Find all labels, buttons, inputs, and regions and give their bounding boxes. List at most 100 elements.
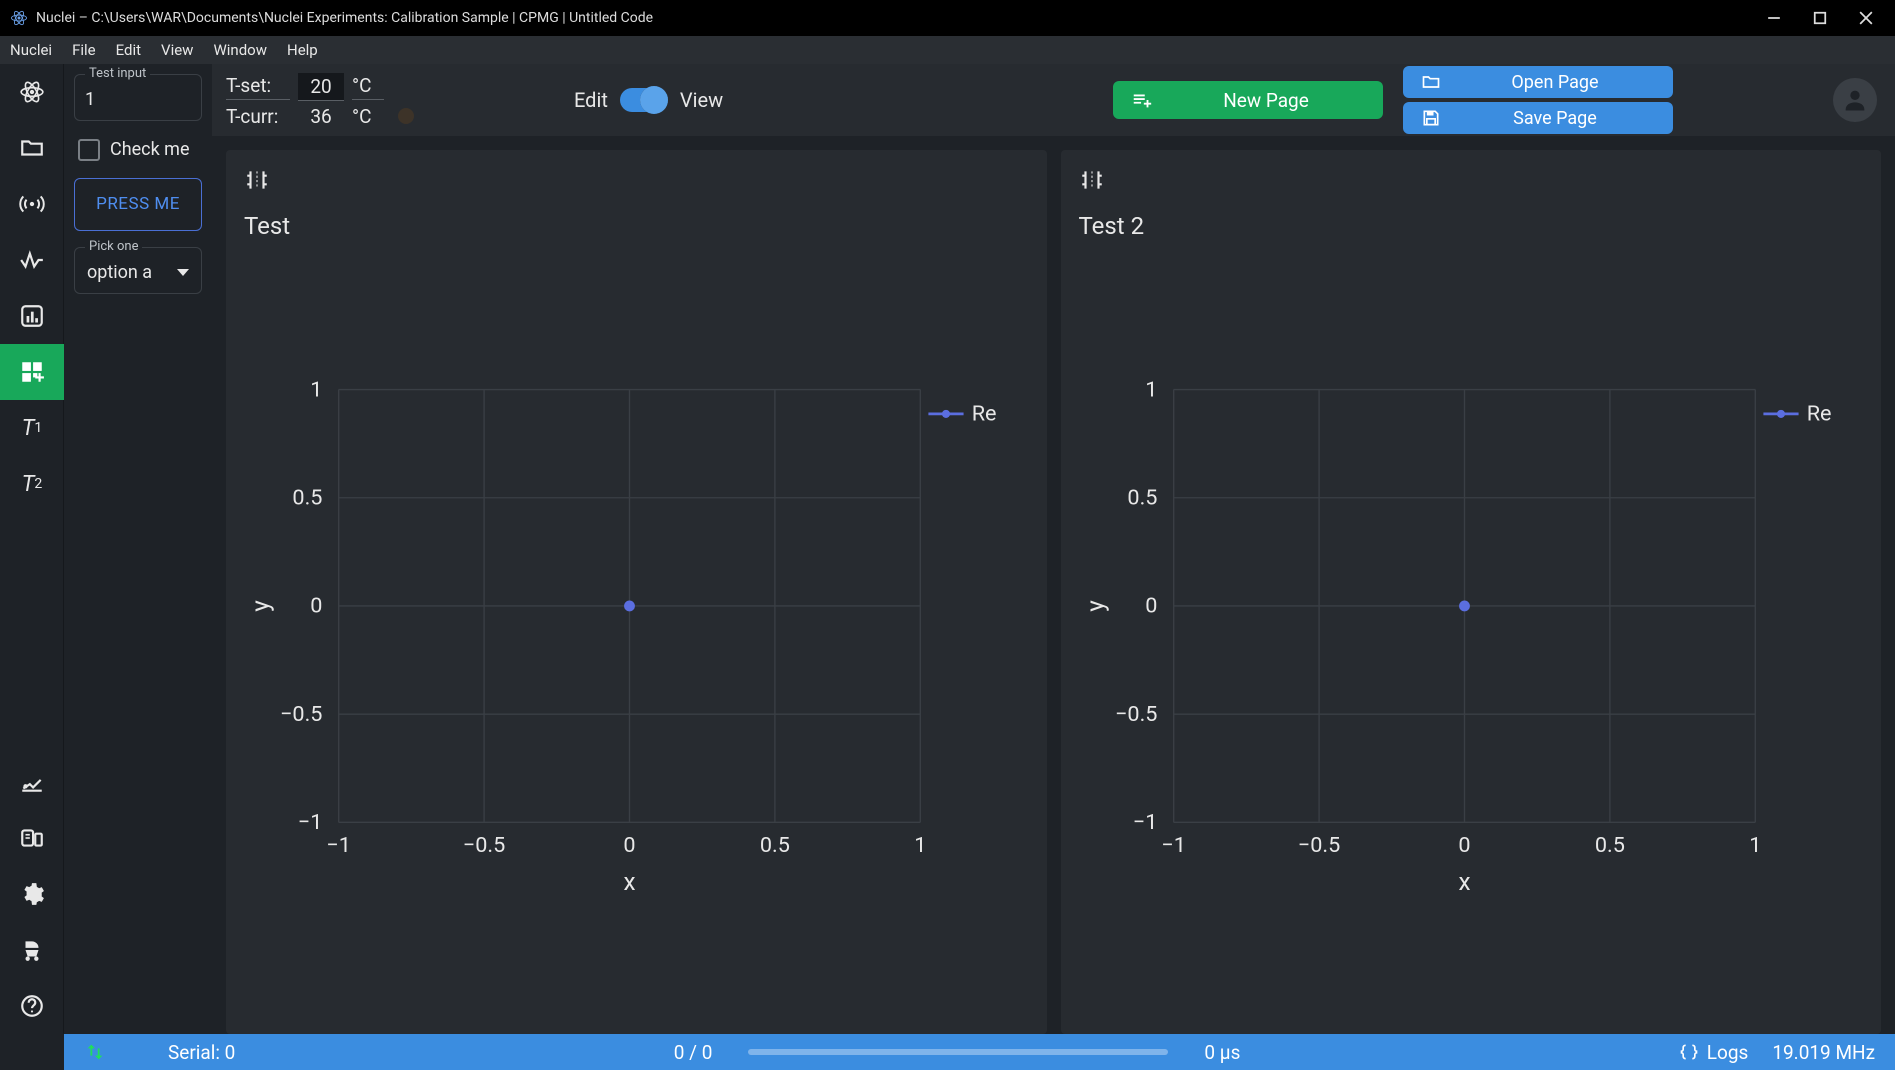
svg-text:x: x — [1458, 867, 1470, 896]
new-page-button[interactable]: New Page — [1113, 81, 1383, 119]
chart-1-title: Test — [244, 212, 1029, 240]
svg-text:y: y — [1080, 600, 1109, 612]
t2-icon[interactable]: T2 — [0, 456, 64, 512]
chart-2-title: Test 2 — [1079, 212, 1864, 240]
svg-text:0: 0 — [1458, 833, 1470, 858]
logs-button[interactable]: Logs — [1679, 1041, 1749, 1064]
chart-2-plot[interactable]: −1−0.500.51−1−0.500.51xyRe — [1079, 246, 1864, 1020]
left-panel: Test input Check me PRESS ME Pick one op… — [64, 64, 212, 1034]
check-me-label: Check me — [110, 137, 190, 162]
svg-text:1: 1 — [1749, 833, 1761, 858]
check-me-checkbox[interactable] — [78, 139, 100, 161]
chart-1-toolbar — [244, 164, 1029, 200]
signal-icon[interactable] — [0, 176, 64, 232]
app-icon — [10, 9, 28, 27]
dig-icon[interactable] — [0, 754, 64, 810]
svg-text:0.5: 0.5 — [760, 833, 790, 858]
braces-icon — [1679, 1042, 1699, 1062]
tcurr-value: 36 — [298, 105, 344, 128]
tcurr-status-dot — [398, 108, 414, 124]
svg-text:−1: −1 — [326, 833, 351, 858]
chart-2-toolbar — [1079, 164, 1864, 200]
folder-icon[interactable] — [0, 120, 64, 176]
pick-one-legend: Pick one — [85, 239, 142, 254]
check-me-row[interactable]: Check me — [74, 137, 202, 162]
test-input-field: Test input — [74, 74, 202, 121]
mode-toggle: Edit View — [574, 88, 723, 112]
t1-icon[interactable]: T1 — [0, 400, 64, 456]
sync-icon[interactable] — [84, 1041, 144, 1063]
dashboard-icon[interactable] — [0, 344, 64, 400]
settings-gear-icon[interactable] — [0, 866, 64, 922]
tcurr-label: T-curr: — [226, 105, 290, 128]
save-page-button[interactable]: Save Page — [1403, 102, 1673, 134]
svg-text:−1: −1 — [298, 810, 323, 835]
mirror-icon[interactable] — [244, 167, 270, 197]
pick-one-value: option a — [87, 262, 152, 283]
pick-one-field: Pick one option a — [74, 247, 202, 294]
svg-text:0: 0 — [1145, 594, 1157, 619]
mode-toggle-switch[interactable] — [620, 88, 668, 112]
menu-file[interactable]: File — [72, 41, 96, 59]
svg-text:0.5: 0.5 — [292, 486, 322, 511]
tset-unit: °C — [352, 74, 384, 100]
mirror-icon[interactable] — [1079, 167, 1105, 197]
chevron-down-icon — [177, 269, 189, 276]
mode-edit-label: Edit — [574, 88, 608, 112]
svg-text:−1: −1 — [1161, 833, 1186, 858]
menu-help[interactable]: Help — [287, 41, 318, 59]
device-icon[interactable] — [0, 810, 64, 866]
menu-window[interactable]: Window — [213, 41, 267, 59]
logs-label: Logs — [1707, 1041, 1749, 1064]
svg-text:1: 1 — [310, 377, 322, 402]
chart-1-plot[interactable]: −1 −0.5 0 0.5 1 −1 −0.5 0 0.5 1 x y Re — [244, 246, 1029, 1020]
svg-text:x: x — [623, 867, 635, 896]
svg-text:−0.5: −0.5 — [280, 702, 322, 727]
svg-text:0: 0 — [623, 833, 635, 858]
svg-text:−0.5: −0.5 — [1297, 833, 1339, 858]
temperature-block: T-set: °C T-curr: 36 °C — [212, 73, 414, 128]
tset-input[interactable] — [298, 73, 344, 101]
help-icon[interactable] — [0, 978, 64, 1034]
chart-icon[interactable] — [0, 288, 64, 344]
close-button[interactable] — [1857, 9, 1875, 27]
svg-text:0.5: 0.5 — [1127, 486, 1157, 511]
atom-icon[interactable] — [0, 64, 64, 120]
tset-row: T-set: °C — [226, 73, 414, 101]
menu-edit[interactable]: Edit — [116, 41, 141, 59]
open-page-button[interactable]: Open Page — [1403, 66, 1673, 98]
pick-one-select[interactable]: option a — [85, 262, 191, 283]
tset-label: T-set: — [226, 74, 290, 100]
user-avatar[interactable] — [1833, 78, 1877, 122]
titlebar: Nuclei – C:\Users\WAR\Documents\Nuclei E… — [0, 0, 1895, 36]
svg-text:0: 0 — [310, 594, 322, 619]
svg-text:−0.5: −0.5 — [463, 833, 505, 858]
main-area: T-set: °C T-curr: 36 °C Edit View — [212, 64, 1895, 1034]
window-title: Nuclei – C:\Users\WAR\Documents\Nuclei E… — [36, 10, 1765, 26]
stroller-icon[interactable] — [0, 922, 64, 978]
top-controls: T-set: °C T-curr: 36 °C Edit View — [212, 64, 1895, 136]
frequency-status: 19.019 MHz — [1772, 1041, 1875, 1064]
save-page-label: Save Page — [1455, 108, 1655, 129]
progress-bar — [748, 1049, 1168, 1055]
press-me-button[interactable]: PRESS ME — [74, 178, 202, 231]
svg-text:y: y — [245, 600, 274, 612]
svg-text:0.5: 0.5 — [1594, 833, 1624, 858]
wave-icon[interactable] — [0, 232, 64, 288]
svg-text:Re: Re — [1806, 402, 1831, 427]
test-input[interactable] — [85, 89, 191, 110]
svg-text:Re: Re — [972, 402, 997, 427]
svg-text:1: 1 — [914, 833, 926, 858]
save-icon — [1421, 108, 1441, 128]
svg-text:1: 1 — [1145, 377, 1157, 402]
menu-nuclei[interactable]: Nuclei — [10, 41, 52, 59]
minimize-button[interactable] — [1765, 9, 1783, 27]
svg-text:−0.5: −0.5 — [1115, 702, 1157, 727]
progress-text: 0 / 0 — [674, 1041, 713, 1064]
test-input-legend: Test input — [85, 66, 150, 81]
chart-panel-1: Test −1 −0.5 0 0.5 1 −1 −0.5 0 0.5 1 x y Re — [226, 150, 1047, 1034]
tcurr-row: T-curr: 36 °C — [226, 105, 414, 128]
menubar: Nuclei File Edit View Window Help — [0, 36, 1895, 64]
maximize-button[interactable] — [1811, 9, 1829, 27]
menu-view[interactable]: View — [161, 41, 193, 59]
